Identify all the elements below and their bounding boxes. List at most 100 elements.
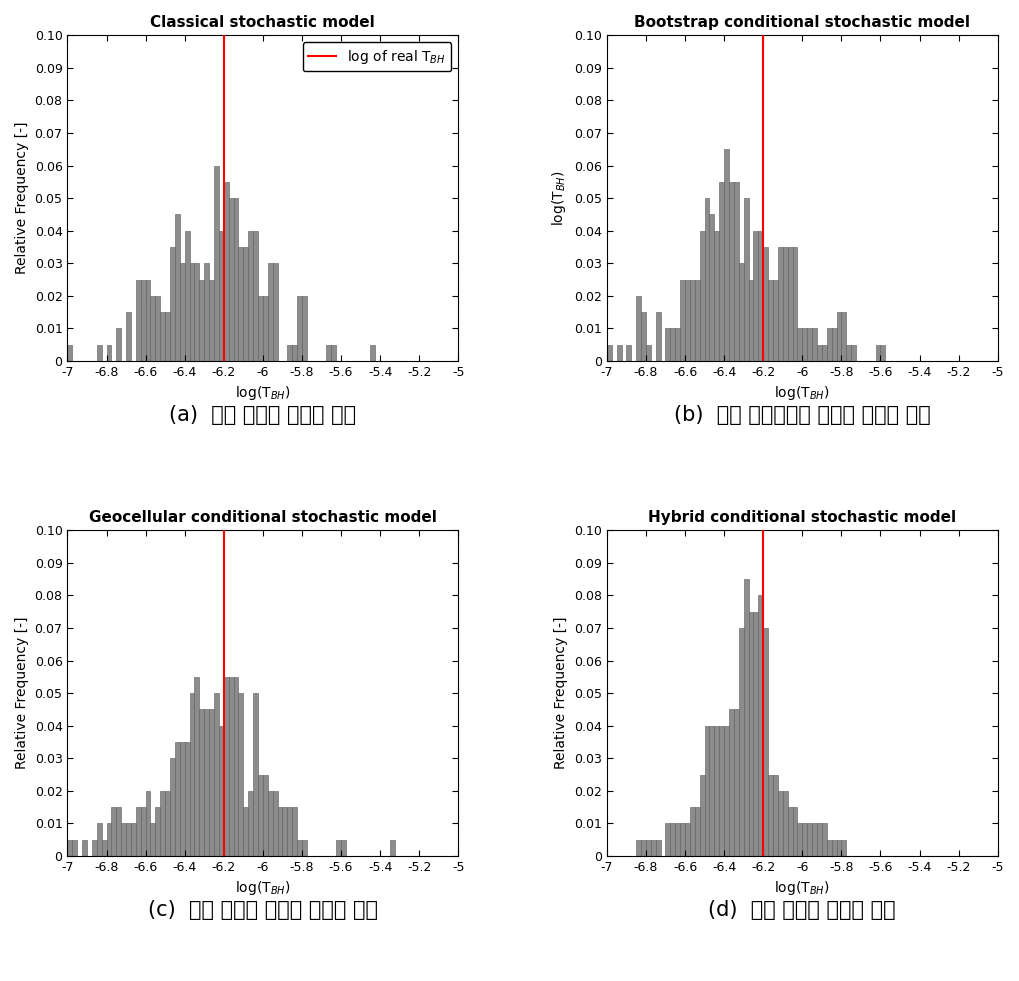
Bar	[719, 181, 725, 361]
Bar	[636, 840, 641, 855]
Bar	[209, 280, 214, 361]
Bar	[837, 312, 842, 361]
Bar	[655, 312, 660, 361]
Bar	[253, 231, 258, 361]
Title: Bootstrap conditional stochastic model: Bootstrap conditional stochastic model	[634, 15, 970, 30]
Bar	[729, 709, 734, 855]
Bar	[151, 823, 155, 855]
Bar	[641, 840, 646, 855]
Bar	[233, 677, 238, 855]
Bar	[116, 329, 121, 361]
Bar	[228, 677, 233, 855]
Bar	[783, 247, 788, 361]
Bar	[72, 840, 77, 855]
X-axis label: log(T$_{BH}$): log(T$_{BH}$)	[774, 879, 830, 898]
X-axis label: log(T$_{BH}$): log(T$_{BH}$)	[235, 385, 290, 402]
Bar	[817, 823, 822, 855]
Bar	[302, 840, 307, 855]
X-axis label: log(T$_{BH}$): log(T$_{BH}$)	[774, 385, 830, 402]
Bar	[179, 742, 184, 855]
Bar	[170, 247, 175, 361]
Bar	[273, 263, 277, 361]
Bar	[607, 344, 611, 361]
Bar	[700, 775, 704, 855]
Bar	[725, 149, 729, 361]
Bar	[126, 823, 130, 855]
Bar	[704, 198, 709, 361]
Bar	[627, 344, 632, 361]
Text: (b)  부지 단열자료를 이용한 조건부 기법: (b) 부지 단열자료를 이용한 조건부 기법	[674, 405, 930, 425]
Bar	[155, 296, 160, 361]
Bar	[190, 694, 195, 855]
Bar	[763, 628, 768, 855]
Bar	[826, 329, 832, 361]
Bar	[832, 840, 837, 855]
Bar	[798, 823, 802, 855]
Bar	[273, 791, 277, 855]
Bar	[253, 694, 258, 855]
Bar	[719, 726, 725, 855]
Bar	[690, 280, 695, 361]
Bar	[685, 823, 690, 855]
Bar	[238, 247, 244, 361]
Bar	[671, 329, 676, 361]
Y-axis label: Relative Frequency [-]: Relative Frequency [-]	[15, 122, 29, 275]
Bar	[258, 775, 263, 855]
Bar	[875, 344, 880, 361]
Bar	[802, 823, 807, 855]
Bar	[826, 840, 832, 855]
Bar	[695, 807, 700, 855]
Bar	[846, 344, 851, 361]
Bar	[141, 807, 146, 855]
Bar	[676, 823, 680, 855]
Bar	[734, 709, 739, 855]
Bar	[676, 329, 680, 361]
Bar	[146, 791, 151, 855]
Bar	[714, 231, 719, 361]
Bar	[749, 280, 753, 361]
Bar	[725, 726, 729, 855]
Bar	[788, 807, 793, 855]
Bar	[671, 823, 676, 855]
Bar	[807, 329, 812, 361]
Bar	[714, 726, 719, 855]
Bar	[753, 612, 758, 855]
Bar	[97, 823, 102, 855]
Bar	[111, 807, 116, 855]
Bar	[655, 840, 660, 855]
Bar	[116, 807, 121, 855]
Bar	[842, 312, 846, 361]
Bar	[302, 296, 307, 361]
Bar	[151, 296, 155, 361]
Bar	[214, 166, 219, 361]
Bar	[298, 296, 302, 361]
Bar	[204, 709, 209, 855]
Bar	[249, 791, 253, 855]
Bar	[851, 344, 856, 361]
Bar	[749, 612, 753, 855]
Bar	[783, 791, 788, 855]
Bar	[793, 247, 798, 361]
Bar	[700, 231, 704, 361]
Bar	[249, 231, 253, 361]
Bar	[773, 280, 777, 361]
Bar	[219, 726, 224, 855]
Title: Geocellular conditional stochastic model: Geocellular conditional stochastic model	[89, 510, 437, 525]
Bar	[67, 344, 72, 361]
Bar	[200, 280, 204, 361]
Y-axis label: Relative Frequency [-]: Relative Frequency [-]	[15, 617, 29, 769]
Bar	[709, 726, 714, 855]
Bar	[704, 726, 709, 855]
Bar	[685, 280, 690, 361]
Bar	[798, 329, 802, 361]
Bar	[146, 280, 151, 361]
Bar	[768, 280, 773, 361]
Bar	[130, 823, 136, 855]
Bar	[244, 807, 249, 855]
Bar	[165, 312, 170, 361]
Bar	[636, 296, 641, 361]
Bar	[370, 344, 375, 361]
Bar	[812, 329, 817, 361]
Bar	[155, 807, 160, 855]
Bar	[179, 263, 184, 361]
